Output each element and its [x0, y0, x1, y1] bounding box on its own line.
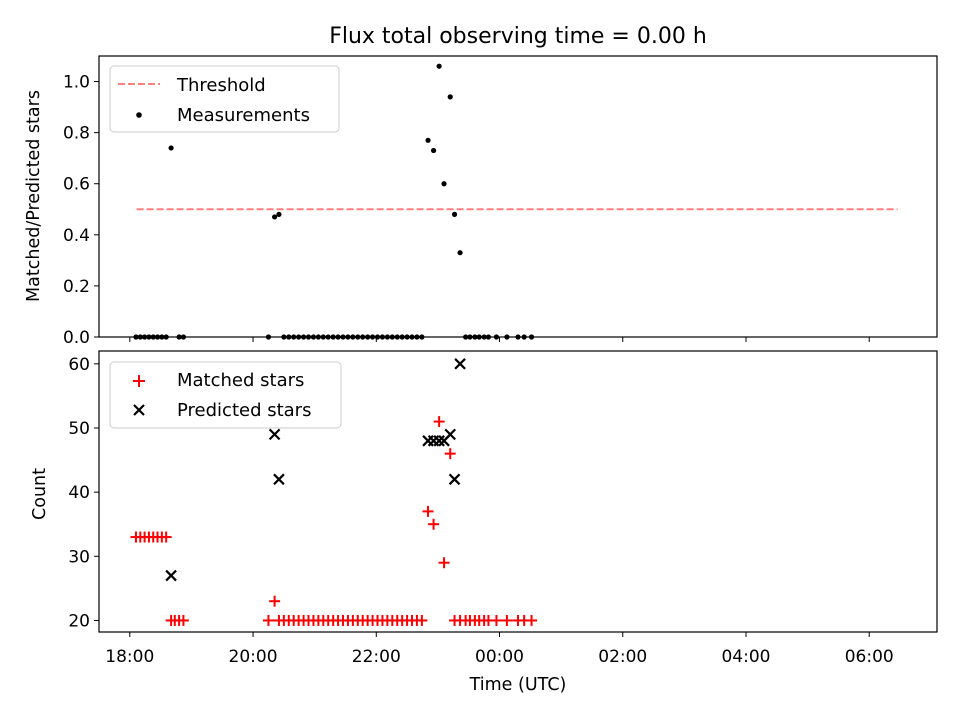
- y-tick-label: 0.0: [63, 328, 90, 348]
- matched-star-point: [526, 614, 538, 626]
- legend-measurements-label: Measurements: [177, 105, 310, 126]
- measurement-point: [436, 63, 442, 69]
- y-tick-label: 0.2: [63, 277, 90, 297]
- predicted-stars-legend-marker: [133, 404, 145, 416]
- y-tick-label: 30: [68, 547, 90, 567]
- y-tick-label: 50: [68, 419, 90, 439]
- matched-star-point: [416, 614, 428, 626]
- flux-ratio-panel: 0.0 0.2 0.4 0.6 0.8 1.0 Matched/Predicted sta…: [24, 55, 938, 348]
- marker-stroke: [444, 428, 456, 441]
- x-tick-label: 20:00: [229, 647, 278, 667]
- measurement-point: [272, 214, 278, 220]
- measurement-point: [457, 250, 463, 256]
- y-tick-label: 0.4: [63, 226, 90, 246]
- legend-predicted-label: Predicted stars: [177, 400, 311, 421]
- marker-stroke: [448, 473, 461, 486]
- measurement-point: [425, 137, 431, 143]
- y-tick-label: 20: [68, 611, 90, 631]
- star-count-axes-frame: [98, 350, 938, 633]
- flux-ratio-axes-frame: [98, 55, 938, 338]
- figure-title: Flux total observing time = 0.00 h: [329, 24, 707, 49]
- measurement-point: [276, 211, 282, 217]
- y-tick-label: 60: [68, 355, 90, 375]
- measurement-point: [168, 145, 174, 151]
- legend-matched-label: Matched stars: [177, 370, 304, 391]
- marker-stroke: [433, 435, 445, 447]
- matched-star-point: [438, 557, 450, 569]
- matched-star-point: [269, 595, 281, 607]
- flux-ratio-legend: Threshold Measurements: [109, 65, 340, 133]
- measurement-point: [441, 181, 447, 187]
- star-count-panel: 20 30 40 50 60 18:00 20:00 22:00 00:00 02:00 04:00…: [30, 350, 938, 695]
- y-tick-label: 0.8: [63, 124, 90, 144]
- measurement-point: [447, 94, 453, 100]
- y-tick-label: 1.0: [63, 73, 90, 93]
- legend-box: [109, 65, 340, 133]
- matched-star-point: [428, 518, 440, 530]
- star-count-xlabel: Time (UTC): [469, 675, 567, 695]
- matched-star-point: [490, 614, 502, 626]
- y-tick-label: 0.6: [63, 175, 90, 195]
- matched-stars-legend-marker: [133, 375, 145, 387]
- marker-stroke: [454, 358, 466, 370]
- marker-stroke: [273, 473, 285, 486]
- predicted-star-point: [454, 358, 466, 370]
- matched-star-point: [444, 448, 456, 460]
- x-tick-label: 06:00: [845, 647, 894, 667]
- marker-stroke: [268, 428, 281, 441]
- x-tick-label: 22:00: [352, 647, 401, 667]
- predicted-star-point: [273, 473, 285, 486]
- star-count-legend: Matched stars Predicted stars: [109, 361, 342, 429]
- legend-threshold-label: Threshold: [176, 75, 266, 96]
- predicted-star-point: [165, 569, 177, 582]
- x-tick-label: 18:00: [105, 647, 154, 667]
- predicted-star-point: [433, 435, 445, 447]
- flux-ratio-ylabel: Matched/Predicted stars: [24, 90, 44, 302]
- x-tick-label: 02:00: [598, 647, 647, 667]
- x-tick-label: 04:00: [721, 647, 770, 667]
- matched-star-point: [433, 416, 445, 428]
- matched-star-point: [262, 614, 274, 626]
- matched-star-point: [160, 531, 172, 543]
- measurement-point: [451, 211, 458, 217]
- predicted-star-point: [444, 428, 456, 441]
- marker-stroke: [165, 569, 177, 582]
- predicted-star-point: [268, 428, 281, 441]
- measurement-point: [430, 147, 437, 154]
- predicted-star-point: [448, 473, 461, 486]
- measurements-legend-marker: [136, 112, 142, 118]
- matched-star-point: [422, 505, 434, 517]
- x-tick-label: 00:00: [475, 647, 524, 667]
- matched-star-point: [501, 614, 513, 626]
- y-tick-label: 40: [68, 483, 90, 503]
- star-count-ylabel: Count: [30, 468, 50, 520]
- legend-box: [109, 361, 342, 429]
- matched-star-point: [177, 614, 189, 626]
